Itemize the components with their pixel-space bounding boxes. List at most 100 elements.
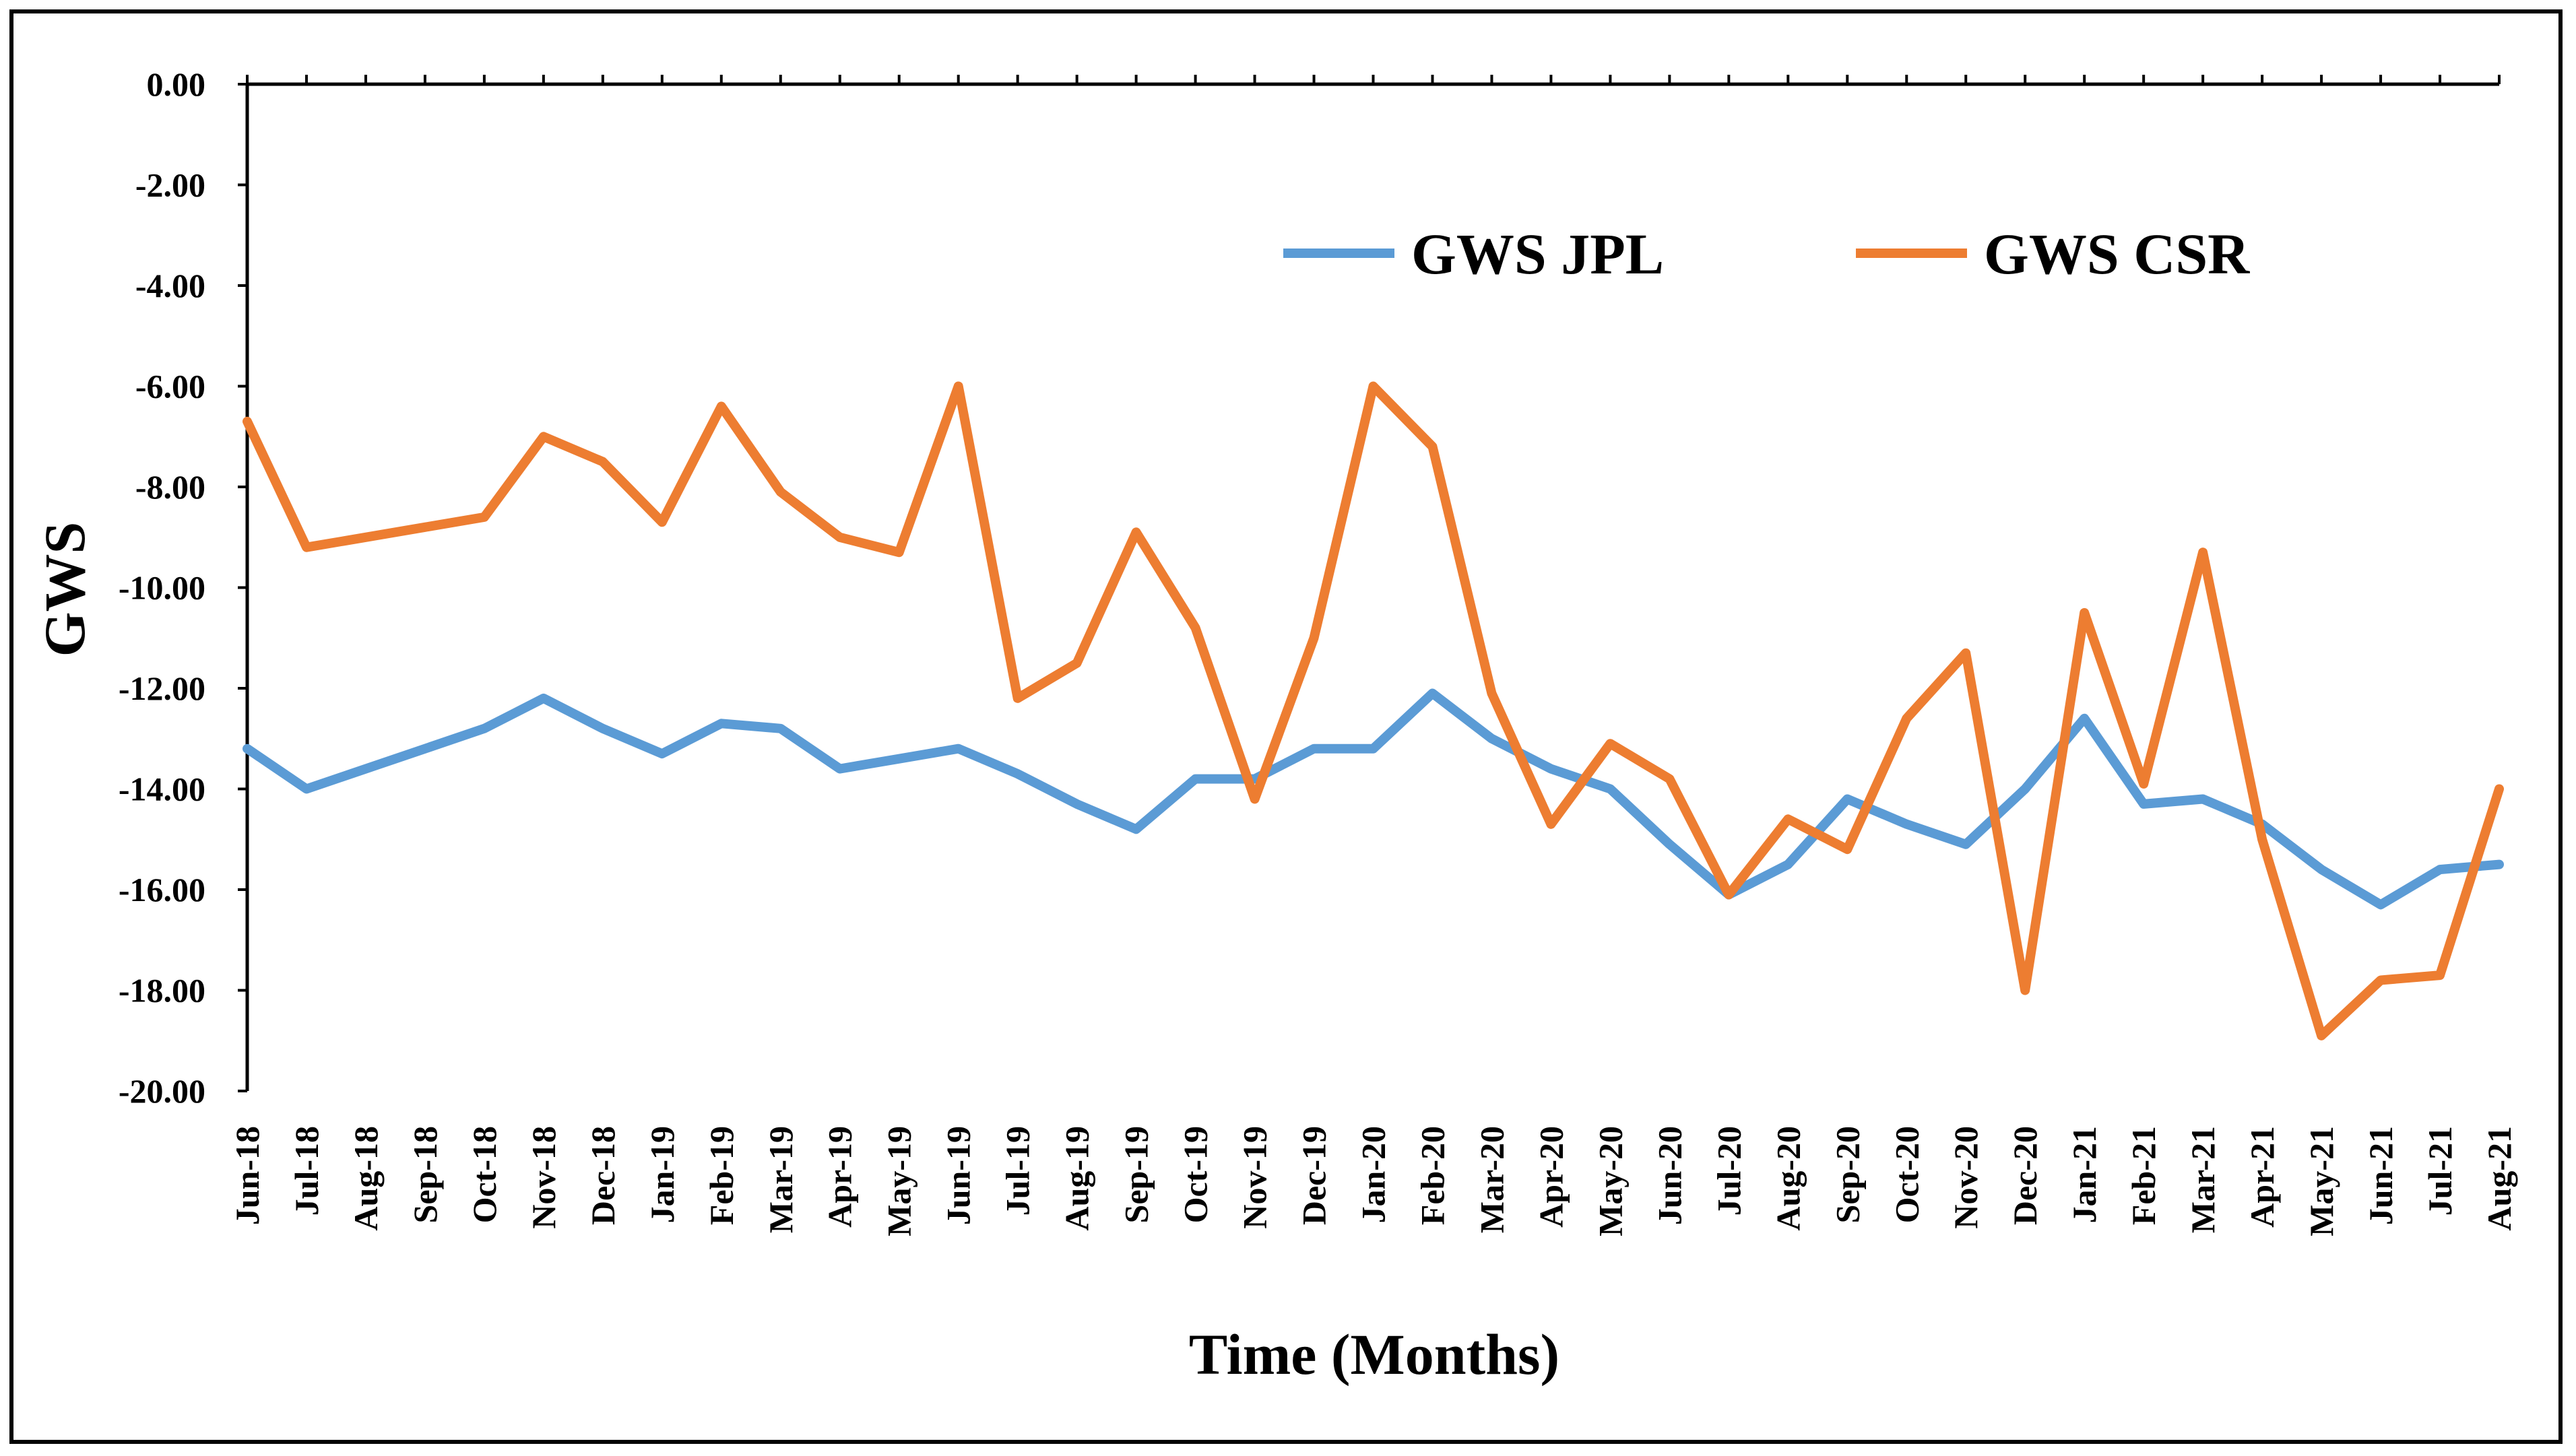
data-point bbox=[2084, 717, 2086, 719]
x-axis: Jun-18 Jul-18 Aug-18 Sep-18 Oct-18 Nov-18 Dec-… bbox=[228, 75, 2518, 1236]
y-tick-label: -8.00 bbox=[135, 468, 205, 506]
data-point bbox=[1372, 385, 1374, 387]
data-point bbox=[839, 536, 841, 538]
x-tick-label: Mar-19 bbox=[762, 1126, 800, 1233]
x-tick-label: Mar-21 bbox=[2184, 1126, 2222, 1233]
data-point bbox=[247, 748, 248, 750]
x-tick-label: Oct-20 bbox=[1888, 1126, 1925, 1223]
data-point bbox=[1313, 748, 1315, 750]
data-point bbox=[1076, 803, 1078, 805]
data-point bbox=[2499, 863, 2500, 865]
x-tick-label: Jun-20 bbox=[1650, 1126, 1688, 1225]
data-point bbox=[661, 521, 663, 523]
legend: GWS JPL GWS CSR bbox=[1283, 222, 2250, 286]
data-point bbox=[1431, 446, 1434, 448]
x-tick-label: Jul-20 bbox=[1710, 1126, 1747, 1216]
data-point bbox=[2321, 1034, 2323, 1036]
data-point bbox=[2321, 869, 2323, 871]
data-point bbox=[1194, 627, 1196, 629]
data-point bbox=[2380, 904, 2382, 906]
x-tick-label: Apr-19 bbox=[821, 1126, 859, 1228]
x-tick-label: Dec-20 bbox=[2006, 1126, 2044, 1225]
data-point bbox=[247, 420, 248, 422]
data-point bbox=[779, 727, 781, 729]
data-point bbox=[779, 491, 781, 493]
x-tick-label: Jan-19 bbox=[643, 1126, 681, 1223]
data-point bbox=[1135, 828, 1137, 830]
y-axis-title: GWS bbox=[32, 522, 97, 657]
x-tick-label: May-21 bbox=[2303, 1126, 2340, 1236]
x-tick-label: Jul-21 bbox=[2421, 1126, 2459, 1216]
x-tick-label: Apr-20 bbox=[1532, 1126, 1570, 1228]
x-tick-label: May-20 bbox=[1591, 1126, 1629, 1236]
data-point bbox=[1669, 778, 1671, 780]
x-tick-label: Jul-19 bbox=[999, 1126, 1037, 1216]
legend-label-gws-jpl: GWS JPL bbox=[1411, 222, 1664, 286]
data-point bbox=[424, 748, 426, 750]
y-tick-label: -14.00 bbox=[119, 770, 205, 808]
data-point bbox=[957, 748, 959, 750]
data-point bbox=[1491, 692, 1493, 694]
data-point bbox=[1135, 531, 1137, 533]
x-tick-label: Jul-18 bbox=[288, 1126, 325, 1216]
y-tick-label: -18.00 bbox=[119, 972, 205, 1010]
data-point bbox=[542, 697, 544, 699]
data-point bbox=[1254, 778, 1256, 780]
data-point bbox=[1017, 697, 1019, 699]
data-point bbox=[2439, 974, 2441, 977]
data-point bbox=[1669, 843, 1671, 845]
x-tick-label: Feb-20 bbox=[1413, 1126, 1451, 1225]
x-tick-label: Jun-21 bbox=[2362, 1126, 2400, 1225]
data-point bbox=[1906, 717, 1908, 719]
data-point bbox=[1431, 692, 1434, 694]
data-point bbox=[306, 788, 307, 790]
data-point bbox=[1965, 843, 1967, 845]
x-tick-label: Nov-20 bbox=[1947, 1126, 1985, 1229]
y-tick-label: -10.00 bbox=[119, 569, 205, 607]
y-tick-label: -16.00 bbox=[119, 871, 205, 908]
data-point bbox=[1787, 863, 1789, 865]
data-point bbox=[957, 385, 959, 387]
data-point bbox=[2439, 869, 2441, 871]
data-point bbox=[542, 436, 544, 438]
x-tick-label: Aug-20 bbox=[1769, 1126, 1807, 1231]
x-tick-label: Mar-20 bbox=[1473, 1126, 1510, 1233]
x-tick-label: Aug-19 bbox=[1058, 1126, 1096, 1231]
data-point bbox=[898, 758, 900, 760]
series-line-gws-csr bbox=[243, 381, 2504, 1040]
x-tick-label: May-19 bbox=[880, 1126, 918, 1236]
data-point bbox=[602, 727, 604, 729]
series-layer bbox=[243, 381, 2504, 1040]
data-point bbox=[2024, 788, 2026, 790]
data-point bbox=[1313, 637, 1315, 639]
x-tick-label: Dec-18 bbox=[584, 1126, 622, 1225]
y-tick-label: -20.00 bbox=[119, 1072, 205, 1110]
data-point bbox=[839, 768, 841, 770]
data-point bbox=[2380, 979, 2382, 981]
data-point bbox=[2143, 783, 2145, 785]
data-point bbox=[424, 526, 426, 528]
data-point bbox=[1550, 768, 1552, 770]
x-tick-label: Feb-21 bbox=[2125, 1126, 2162, 1225]
y-tick-label: 0.00 bbox=[147, 65, 206, 103]
x-tick-label: Jan-21 bbox=[2065, 1126, 2103, 1223]
y-tick-label: -2.00 bbox=[135, 166, 205, 204]
y-tick-label: -12.00 bbox=[119, 669, 205, 707]
data-point bbox=[306, 546, 307, 548]
data-point bbox=[2261, 838, 2263, 840]
x-tick-label: Aug-21 bbox=[2480, 1126, 2518, 1231]
data-point bbox=[483, 516, 485, 518]
x-tick-label: Oct-18 bbox=[465, 1126, 503, 1223]
x-tick-label: Apr-21 bbox=[2243, 1126, 2281, 1228]
data-point bbox=[1550, 823, 1552, 825]
data-point bbox=[1194, 778, 1196, 780]
data-point bbox=[1728, 894, 1730, 896]
y-tick-label: -4.00 bbox=[135, 267, 205, 304]
y-tick-label: -6.00 bbox=[135, 368, 205, 405]
data-point bbox=[1609, 788, 1611, 790]
x-tick-label: Jun-19 bbox=[940, 1126, 977, 1225]
data-point bbox=[1491, 737, 1493, 739]
data-point bbox=[1965, 652, 1967, 654]
data-point bbox=[2202, 798, 2204, 800]
data-point bbox=[661, 753, 663, 755]
